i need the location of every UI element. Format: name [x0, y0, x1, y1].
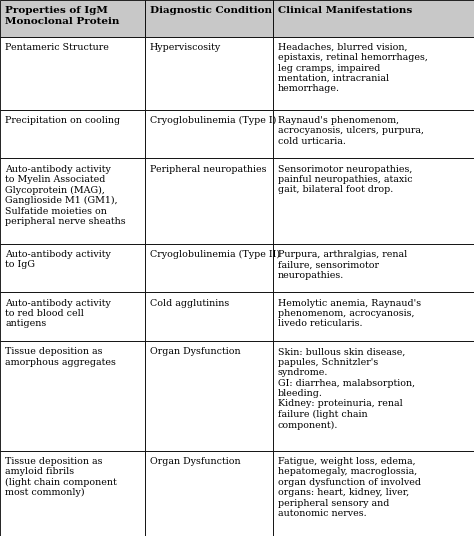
Text: Headaches, blurred vision,
epistaxis, retinal hemorrhages,
leg cramps, impaired
: Headaches, blurred vision, epistaxis, re… — [278, 43, 428, 93]
Bar — [0, 293, 145, 341]
Text: Cold agglutinins: Cold agglutinins — [150, 299, 229, 308]
Bar — [0, 110, 145, 159]
Bar — [145, 159, 273, 244]
Text: Diagnostic Condition: Diagnostic Condition — [150, 6, 272, 15]
Bar — [273, 36, 474, 110]
Bar — [145, 451, 273, 536]
Text: Skin: bullous skin disease,
papules, Schnitzler's
syndrome.
GI: diarrhea, malabs: Skin: bullous skin disease, papules, Sch… — [278, 347, 415, 429]
Text: Fatigue, weight loss, edema,
hepatomegaly, macroglossia,
organ dysfunction of in: Fatigue, weight loss, edema, hepatomegal… — [278, 457, 420, 518]
Text: Cryoglobulinemia (Type I): Cryoglobulinemia (Type I) — [150, 116, 276, 125]
Text: Auto-antibody activity
to Myelin Associated
Glycoprotein (MAG),
Ganglioside M1 (: Auto-antibody activity to Myelin Associa… — [5, 165, 126, 226]
Text: Tissue deposition as
amyloid fibrils
(light chain component
most commonly): Tissue deposition as amyloid fibrils (li… — [5, 457, 117, 497]
Bar — [273, 0, 474, 36]
Bar — [273, 451, 474, 536]
Bar — [145, 244, 273, 293]
Text: Precipitation on cooling: Precipitation on cooling — [5, 116, 120, 125]
Bar — [273, 244, 474, 293]
Bar — [0, 244, 145, 293]
Bar — [273, 110, 474, 159]
Bar — [145, 36, 273, 110]
Text: Properties of IgM
Monoclonal Protein: Properties of IgM Monoclonal Protein — [5, 6, 119, 26]
Text: Cryoglobulinemia (Type II): Cryoglobulinemia (Type II) — [150, 250, 280, 259]
Text: Sensorimotor neuropathies,
painful neuropathies, ataxic
gait, bilateral foot dro: Sensorimotor neuropathies, painful neuro… — [278, 165, 412, 195]
Text: Peripheral neuropathies: Peripheral neuropathies — [150, 165, 266, 174]
Text: Raynaud's phenomenom,
acrocyanosis, ulcers, purpura,
cold urticaria.: Raynaud's phenomenom, acrocyanosis, ulce… — [278, 116, 424, 146]
Text: Auto-antibody activity
to red blood cell
antigens: Auto-antibody activity to red blood cell… — [5, 299, 111, 329]
Bar — [0, 451, 145, 536]
Bar — [145, 110, 273, 159]
Text: Clinical Manifestations: Clinical Manifestations — [278, 6, 412, 15]
Text: Pentameric Structure: Pentameric Structure — [5, 43, 109, 52]
Text: Organ Dysfunction: Organ Dysfunction — [150, 347, 240, 356]
Text: Tissue deposition as
amorphous aggregates: Tissue deposition as amorphous aggregate… — [5, 347, 116, 367]
Bar — [0, 341, 145, 451]
Text: Auto-antibody activity
to IgG: Auto-antibody activity to IgG — [5, 250, 111, 269]
Bar — [273, 341, 474, 451]
Text: Purpura, arthralgias, renal
failure, sensorimotor
neuropathies.: Purpura, arthralgias, renal failure, sen… — [278, 250, 407, 280]
Bar — [145, 341, 273, 451]
Bar — [0, 36, 145, 110]
Bar — [145, 0, 273, 36]
Text: Organ Dysfunction: Organ Dysfunction — [150, 457, 240, 466]
Bar — [0, 0, 145, 36]
Text: Hyperviscosity: Hyperviscosity — [150, 43, 221, 52]
Text: Hemolytic anemia, Raynaud's
phenomenom, acrocyanosis,
livedo reticularis.: Hemolytic anemia, Raynaud's phenomenom, … — [278, 299, 420, 329]
Bar — [273, 159, 474, 244]
Bar — [0, 159, 145, 244]
Bar — [145, 293, 273, 341]
Bar — [273, 293, 474, 341]
